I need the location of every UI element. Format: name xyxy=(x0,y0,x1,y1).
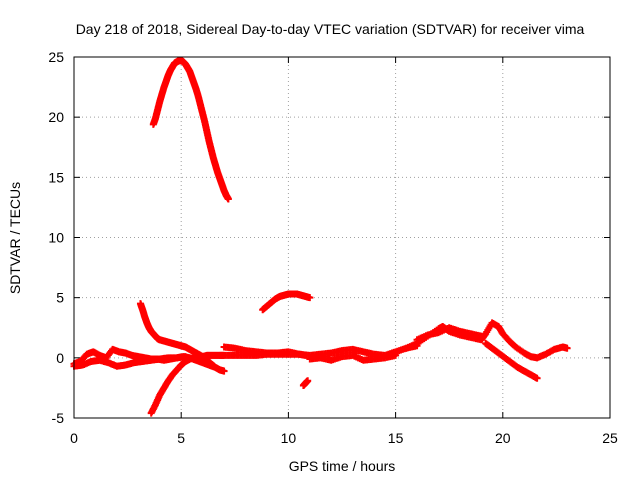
y-tick-label: 20 xyxy=(48,109,64,125)
y-tick-label: -5 xyxy=(52,410,65,426)
segment-high-arc xyxy=(149,57,232,203)
data-point xyxy=(304,377,312,385)
segment-baseline-right-upper xyxy=(413,324,485,344)
y-tick-label: 10 xyxy=(48,230,64,246)
y-tick-label: 25 xyxy=(48,49,64,65)
y-axis-label: SDTVAR / TECUs xyxy=(7,182,23,294)
x-axis-label: GPS time / hours xyxy=(289,458,396,474)
data-point xyxy=(533,374,541,382)
x-tick-label: 25 xyxy=(602,430,618,446)
x-tick-label: 10 xyxy=(281,430,297,446)
tick-labels: 0 5 10 15 20 25 -5 0 5 10 15 20 25 xyxy=(48,49,618,446)
y-tick-label: 15 xyxy=(48,169,64,185)
data-point xyxy=(224,195,232,203)
segment-mid-arc xyxy=(259,290,314,314)
chart-title: Day 218 of 2018, Sidereal Day-to-day VTE… xyxy=(76,21,585,37)
segment-baseline-middle-lower xyxy=(306,351,400,364)
x-tick-label: 15 xyxy=(388,430,404,446)
data-points xyxy=(70,57,571,417)
x-tick-label: 20 xyxy=(495,430,511,446)
data-point xyxy=(477,332,485,340)
segment-drop-right xyxy=(482,339,541,382)
x-tick-label: 0 xyxy=(70,430,78,446)
data-point xyxy=(306,294,314,302)
y-tick-label: 0 xyxy=(56,350,64,366)
segment-outlier xyxy=(299,377,312,390)
segment-baseline-left-lower xyxy=(70,353,189,370)
data-point xyxy=(392,351,400,359)
data-point xyxy=(181,353,189,361)
x-tick-label: 5 xyxy=(177,430,185,446)
segment-baseline-right xyxy=(402,319,571,362)
data-point xyxy=(563,344,571,352)
data-point xyxy=(212,363,220,371)
y-tick-label: 5 xyxy=(56,290,64,306)
data-point xyxy=(220,367,228,375)
plot-frame xyxy=(73,56,611,419)
